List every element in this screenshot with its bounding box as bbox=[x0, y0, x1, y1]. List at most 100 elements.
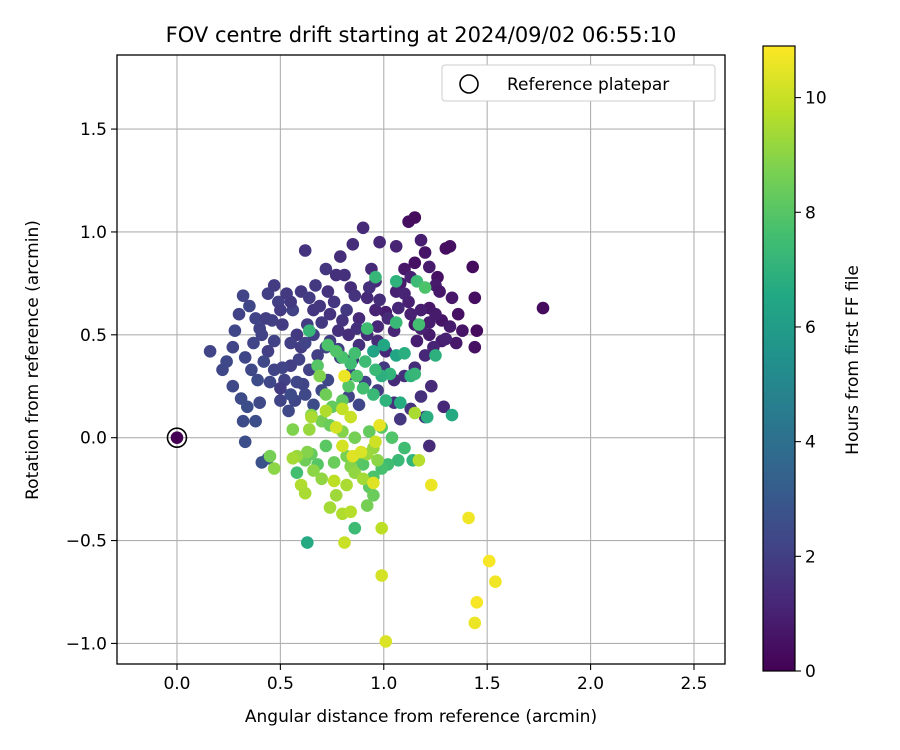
data-point bbox=[249, 414, 262, 428]
y-tick-label: 1.5 bbox=[80, 120, 107, 140]
legend-reference-marker bbox=[459, 74, 479, 94]
data-point bbox=[348, 289, 362, 303]
data-point bbox=[321, 338, 335, 352]
data-point bbox=[284, 388, 298, 401]
data-point bbox=[303, 423, 316, 436]
data-point bbox=[336, 402, 349, 416]
colorbar-gradient bbox=[762, 45, 796, 672]
data-point bbox=[418, 349, 432, 362]
data-point bbox=[367, 476, 380, 490]
data-point bbox=[247, 336, 260, 350]
data-point bbox=[410, 334, 424, 348]
colorbar-tick-label: 4 bbox=[805, 433, 816, 453]
colorbar-label: Hours from first FF file bbox=[843, 265, 863, 455]
data-point bbox=[418, 281, 432, 294]
data-point bbox=[371, 320, 384, 333]
data-point bbox=[356, 221, 370, 235]
data-point bbox=[228, 324, 242, 338]
legend: Reference platepar bbox=[441, 64, 716, 102]
data-point bbox=[360, 291, 374, 305]
data-point bbox=[379, 635, 393, 648]
data-point bbox=[298, 486, 312, 500]
data-points bbox=[203, 211, 550, 648]
data-point bbox=[352, 398, 366, 412]
data-point bbox=[323, 307, 337, 321]
data-point bbox=[358, 355, 372, 368]
data-point bbox=[367, 489, 380, 502]
data-point bbox=[301, 536, 314, 549]
data-point bbox=[245, 363, 258, 377]
data-point bbox=[392, 301, 405, 315]
reference-marker bbox=[166, 427, 188, 448]
data-point bbox=[352, 312, 366, 325]
reference-ring bbox=[166, 427, 188, 448]
data-point bbox=[482, 554, 496, 568]
data-point bbox=[398, 287, 411, 301]
data-point bbox=[340, 478, 353, 492]
data-point bbox=[315, 472, 329, 486]
data-point bbox=[298, 244, 312, 257]
data-point bbox=[408, 406, 422, 420]
data-point bbox=[327, 474, 341, 488]
data-point bbox=[334, 250, 347, 263]
data-point bbox=[348, 347, 362, 360]
data-point bbox=[301, 445, 314, 459]
data-point bbox=[437, 400, 451, 414]
data-point bbox=[305, 410, 318, 424]
data-point bbox=[356, 472, 370, 486]
data-point bbox=[456, 324, 469, 338]
data-point bbox=[462, 511, 475, 525]
data-point bbox=[350, 369, 364, 383]
data-point bbox=[282, 404, 295, 418]
data-point bbox=[311, 349, 324, 362]
data-point bbox=[338, 369, 351, 383]
data-point bbox=[303, 291, 316, 305]
x-tick-label: 2.5 bbox=[680, 674, 707, 694]
x-tick-label: 0.0 bbox=[163, 674, 190, 694]
data-point bbox=[414, 233, 428, 247]
x-axis-label: Angular distance from reference (arcmin) bbox=[245, 707, 597, 727]
data-point bbox=[360, 322, 374, 335]
data-point bbox=[354, 445, 368, 459]
data-point bbox=[389, 240, 403, 253]
data-point bbox=[375, 521, 389, 535]
data-point bbox=[418, 246, 432, 259]
data-point bbox=[261, 345, 275, 358]
data-point bbox=[276, 318, 289, 331]
data-point bbox=[329, 489, 343, 502]
data-point bbox=[243, 299, 256, 313]
data-point bbox=[367, 345, 380, 358]
data-point bbox=[307, 464, 320, 477]
colorbar-tick-label: 0 bbox=[805, 662, 816, 682]
data-point bbox=[389, 316, 403, 329]
data-point bbox=[319, 439, 333, 453]
data-point bbox=[425, 379, 438, 393]
data-point bbox=[284, 336, 298, 350]
legend-box bbox=[441, 64, 716, 102]
x-tick-label: 2.0 bbox=[577, 674, 604, 694]
data-point bbox=[323, 501, 337, 514]
data-point bbox=[348, 431, 362, 445]
data-point bbox=[429, 349, 442, 362]
data-point bbox=[363, 425, 376, 438]
data-point bbox=[298, 388, 312, 401]
data-point bbox=[232, 307, 246, 321]
x-tick-label: 0.5 bbox=[267, 674, 294, 694]
data-point bbox=[327, 295, 341, 309]
data-point bbox=[263, 375, 277, 389]
data-point bbox=[429, 307, 442, 321]
data-point bbox=[216, 363, 229, 377]
data-point bbox=[489, 575, 502, 588]
data-point bbox=[336, 314, 349, 327]
data-point bbox=[203, 345, 217, 358]
data-point bbox=[290, 375, 304, 389]
y-tick-label: −0.5 bbox=[66, 532, 107, 552]
y-axis-label: Rotation from reference (arcmin) bbox=[23, 220, 43, 500]
data-point bbox=[379, 394, 393, 407]
data-point bbox=[425, 478, 438, 492]
y-tick-label: −1.0 bbox=[66, 634, 107, 654]
data-point bbox=[313, 369, 327, 383]
data-point bbox=[319, 404, 333, 418]
data-point bbox=[373, 235, 386, 249]
